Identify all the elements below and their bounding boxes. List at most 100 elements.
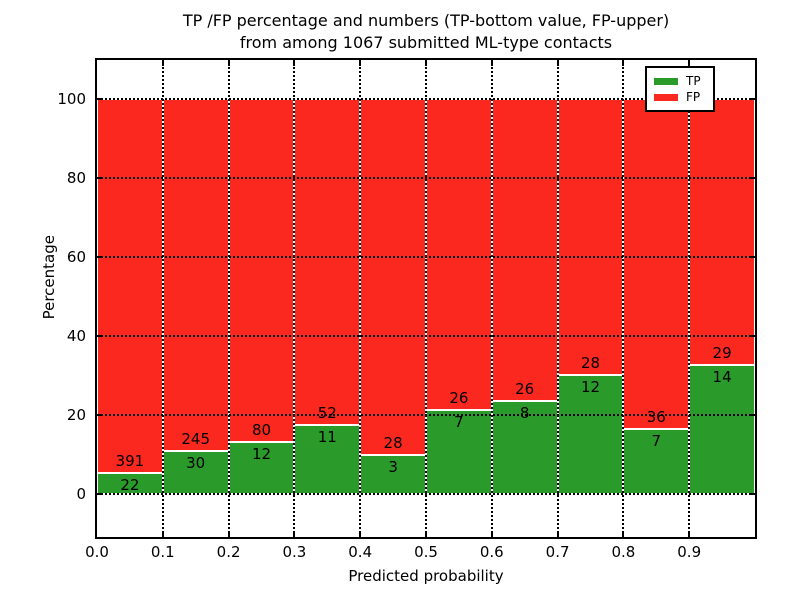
y-tickmark-left — [97, 492, 103, 495]
bar-segment-fp — [294, 99, 361, 425]
x-tickmark-bottom — [556, 531, 559, 537]
bar-segment-fp — [491, 99, 558, 401]
y-tick-label: 40 — [66, 326, 86, 345]
tp-count-label: 12 — [580, 378, 601, 397]
x-tick-label: 0.6 — [479, 543, 504, 561]
axes: 391 22 245 30 80 12 52 11 28 3 26 7 26 8 28 12 36 7 29 14 T… — [95, 58, 757, 539]
chart-title: TP /FP percentage and numbers (TP-bottom… — [95, 10, 757, 54]
x-tickmark-bottom — [293, 531, 296, 537]
tp-count-label: 12 — [251, 445, 272, 464]
x-tickmark-bottom — [227, 531, 230, 537]
fp-count-label: 26 — [449, 389, 469, 408]
x-tick-label: 0.0 — [85, 543, 109, 561]
y-tickmark-right — [749, 256, 755, 259]
tp-count-label: 14 — [712, 368, 732, 387]
x-tickmark-top — [293, 60, 296, 66]
y-tick-label: 80 — [66, 169, 86, 188]
x-tickmark-top — [556, 60, 559, 66]
x-tickmark-bottom — [425, 531, 427, 537]
tp-count-label: 22 — [120, 475, 140, 494]
gridline-vertical — [425, 60, 427, 537]
gridline-vertical — [490, 60, 493, 537]
fp-count-label: 29 — [712, 344, 732, 363]
x-tick-label: 0.9 — [677, 543, 702, 561]
x-tickmark-top — [359, 60, 362, 66]
gridline-vertical — [227, 60, 230, 537]
gridline-horizontal — [97, 334, 755, 337]
x-tick-label: 0.4 — [348, 543, 373, 561]
gridline-horizontal — [97, 413, 755, 416]
gridline-horizontal — [97, 177, 755, 180]
y-tickmark-left — [97, 256, 103, 259]
fp-count-label: 36 — [646, 408, 666, 427]
y-tickmark-right — [749, 413, 755, 416]
x-tickmark-top — [161, 60, 164, 66]
legend-label-tp: TP — [686, 74, 701, 88]
tp-count-label: 7 — [651, 432, 662, 451]
gridline-vertical — [359, 60, 362, 537]
x-tick-label: 0.1 — [150, 543, 175, 561]
y-tickmark-left — [97, 98, 103, 101]
legend-row: FP — [654, 91, 706, 103]
gridline-horizontal — [97, 492, 755, 495]
x-tickmark-top — [227, 60, 230, 66]
y-tickmark-left — [97, 177, 103, 180]
x-tickmark-bottom — [490, 531, 493, 537]
fp-count-label: 245 — [181, 429, 211, 448]
x-tickmark-top — [622, 60, 625, 66]
gridline-vertical — [161, 60, 164, 537]
x-tick-label: 0.3 — [282, 543, 307, 561]
gridline-vertical — [556, 60, 559, 537]
bar-segment-fp — [426, 99, 492, 410]
tp-count-label: 7 — [454, 413, 464, 432]
bar-segment-tp — [623, 429, 690, 494]
y-tickmark-left — [97, 334, 103, 337]
legend-row: TP — [654, 75, 706, 87]
bar-segment-fp — [689, 99, 755, 366]
fp-count-label: 52 — [317, 403, 337, 422]
x-tickmark-bottom — [622, 531, 625, 537]
x-tickmark-top — [425, 60, 427, 66]
bar-segment-fp — [360, 99, 426, 456]
legend: TP FP — [645, 66, 715, 112]
tp-count-label: 8 — [519, 403, 530, 422]
x-tickmark-bottom — [359, 531, 362, 537]
legend-swatch-tp — [654, 77, 678, 85]
gridline-vertical — [688, 60, 691, 537]
tp-count-label: 3 — [388, 458, 398, 477]
bar-segment-tp — [162, 450, 229, 494]
fp-count-label: 28 — [383, 434, 403, 453]
x-tick-label: 0.2 — [216, 543, 241, 561]
x-tickmark-bottom — [688, 531, 691, 537]
y-tickmark-left — [97, 413, 103, 416]
y-tick-label: 100 — [57, 90, 86, 109]
x-tickmark-bottom — [161, 531, 164, 537]
x-axis-label: Predicted probability — [348, 567, 504, 585]
x-tickmark-top — [490, 60, 493, 66]
fp-count-label: 28 — [580, 354, 601, 373]
chart-title-line2: from among 1067 submitted ML-type contac… — [239, 33, 613, 52]
y-tick-label: 60 — [66, 248, 86, 267]
legend-swatch-fp — [654, 93, 678, 101]
bar-segment-fp — [623, 99, 690, 430]
y-tickmark-right — [749, 334, 755, 337]
x-tick-label: 0.7 — [545, 543, 570, 561]
fp-count-label: 80 — [251, 421, 272, 440]
y-tickmark-right — [749, 177, 755, 180]
x-tick-label: 0.8 — [611, 543, 636, 561]
y-tickmark-right — [749, 492, 755, 495]
fp-count-label: 26 — [515, 379, 535, 398]
gridline-horizontal — [97, 98, 755, 101]
x-tick-label: 0.5 — [414, 543, 438, 561]
y-tick-label: 20 — [66, 405, 86, 424]
bar-segment-fp — [97, 99, 163, 473]
gridline-vertical — [622, 60, 625, 537]
bar-segment-tp — [294, 424, 361, 494]
bar-segment-fp — [228, 99, 295, 443]
gridline-horizontal — [97, 256, 755, 259]
y-tickmark-right — [749, 98, 755, 101]
plot-area: 391 22 245 30 80 12 52 11 28 3 26 7 26 8 28 12 36 7 29 14 — [97, 60, 755, 537]
gridline-vertical — [293, 60, 296, 537]
x-tickmark-top — [688, 60, 691, 66]
